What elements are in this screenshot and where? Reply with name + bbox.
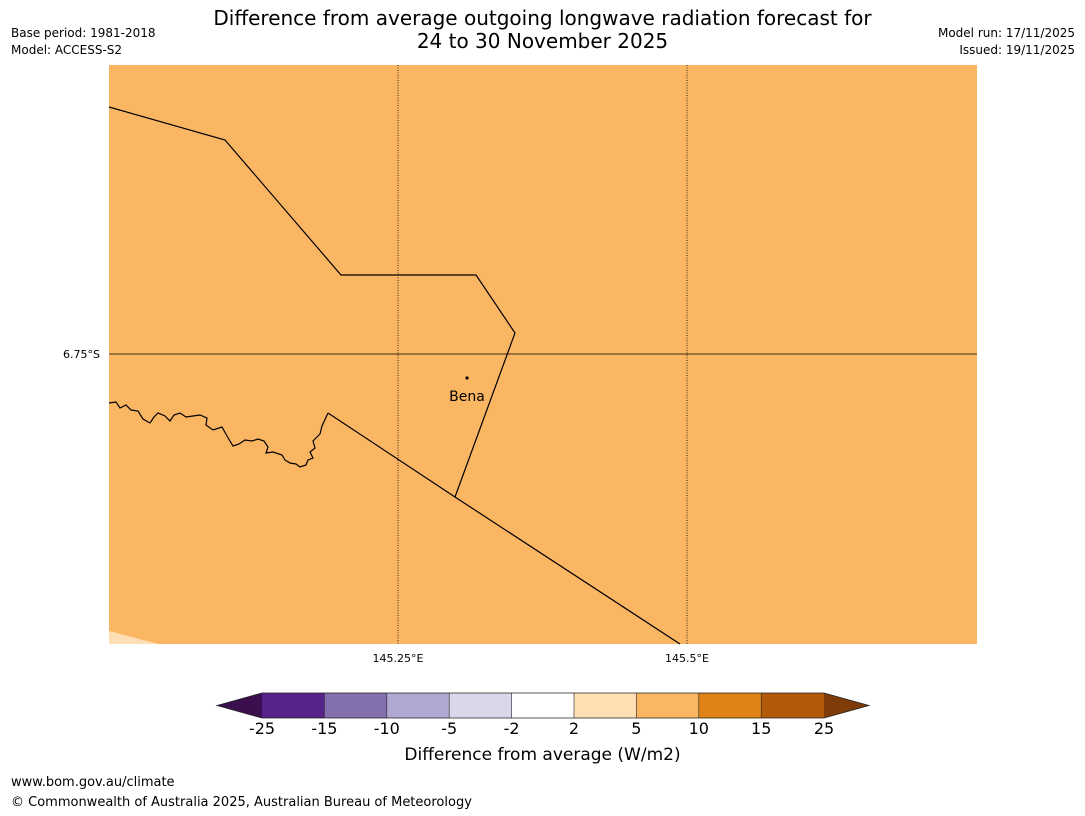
colorbar-extend-high [824, 693, 869, 718]
colorbar-segment-2 [324, 693, 387, 718]
colorbar [215, 692, 871, 719]
province-border-north [108, 106, 516, 498]
coastline [108, 401, 329, 468]
issued-date: Issued: 19/11/2025 [959, 43, 1075, 57]
longitude-label-2: 145.5°E [665, 652, 709, 665]
colorbar-segment-9 [761, 693, 824, 718]
footer-copyright: © Commonwealth of Australia 2025, Austra… [11, 795, 472, 810]
town-label-bena: Bena [449, 389, 485, 405]
colorbar-segment-7 [636, 693, 699, 718]
footer-url[interactable]: www.bom.gov.au/climate [11, 775, 175, 790]
meta-right: Model run: 17/11/2025 Issued: 19/11/2025 [938, 25, 1075, 59]
colorbar-segment-1 [262, 693, 325, 718]
meta-left: Base period: 1981-2018 Model: ACCESS-S2 [11, 25, 156, 59]
colorbar-tick-8: 10 [688, 719, 709, 738]
colorbar-extend-low [217, 693, 262, 718]
map-area [109, 65, 977, 644]
colorbar-tick-3: -10 [373, 719, 400, 738]
map-corner-lower-category [109, 631, 158, 644]
model-run: Model run: 17/11/2025 [937, 26, 1075, 40]
colorbar-title: Difference from average (W/m2) [404, 745, 681, 765]
model-name: Model: ACCESS-S2 [11, 43, 123, 57]
colorbar-tick-7: 5 [631, 719, 642, 738]
colorbar-segment-4 [449, 693, 512, 718]
title-line-2: 24 to 30 November 2025 [416, 29, 669, 53]
map-title: Difference from average outgoing longwav… [0, 7, 1085, 53]
colorbar-tick-1: -25 [248, 719, 276, 738]
colorbar-tick-10: 25 [813, 719, 835, 738]
colorbar-segment-6 [574, 693, 637, 718]
base-period: Base period: 1981-2018 [11, 26, 156, 40]
colorbar-segment-8 [698, 693, 762, 718]
colorbar-segment-3 [386, 693, 450, 718]
longitude-label-1: 145.25°E [373, 652, 424, 665]
colorbar-tick-2: -15 [311, 719, 338, 738]
colorbar-tick-4: -5 [441, 719, 458, 738]
province-border-south [327, 412, 681, 645]
town-marker-bena[interactable] [465, 376, 469, 380]
colorbar-tick-5: -2 [503, 719, 520, 738]
colorbar-tick-6: 2 [568, 719, 580, 738]
colorbar-tick-9: 15 [751, 719, 772, 738]
title-line-1: Difference from average outgoing longwav… [213, 6, 872, 30]
colorbar-segment-5 [511, 693, 574, 718]
latitude-label: 6.75°S [63, 348, 100, 361]
